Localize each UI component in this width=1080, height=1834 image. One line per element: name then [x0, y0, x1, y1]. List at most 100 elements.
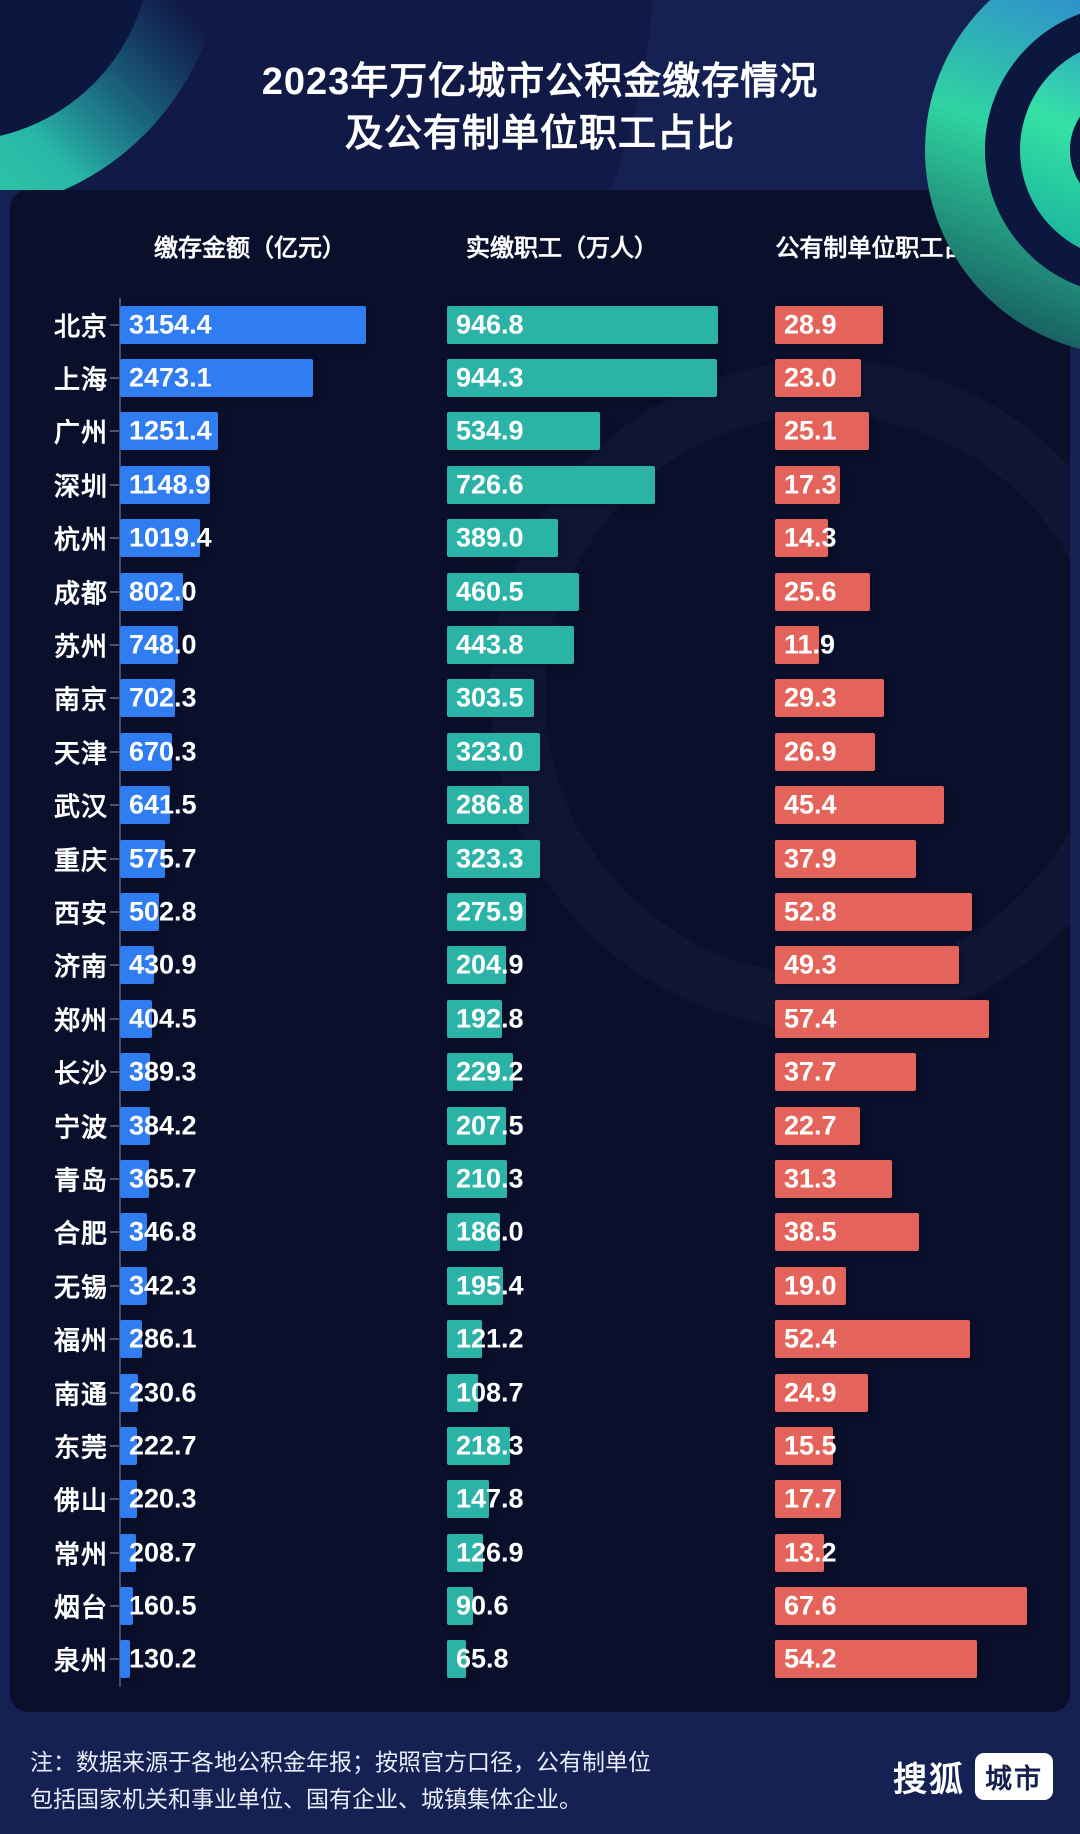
city-label: 郑州 [53, 1005, 108, 1036]
share-bar: 19.0 [775, 1266, 846, 1305]
deposit-value: 575.7 [129, 843, 197, 874]
axis-tick [110, 1498, 119, 1501]
share-bar: 67.6 [775, 1587, 1027, 1626]
share-value: 52.4 [784, 1323, 837, 1354]
employees-value: 121.2 [456, 1323, 524, 1354]
table-row: 东莞 222.7 218.3 15.5 [10, 1419, 1070, 1472]
share-value: 31.3 [784, 1163, 837, 1194]
employees-value: 323.3 [456, 843, 524, 874]
axis-tick [110, 1017, 119, 1020]
deposit-bar: 670.3 [120, 732, 197, 771]
axis-tick [110, 964, 119, 967]
employees-bar: 286.8 [447, 786, 530, 825]
table-row: 南京 702.3 303.5 29.3 [10, 672, 1070, 725]
city-label: 常州 [53, 1539, 108, 1570]
table-row: 福州 286.1 121.2 52.4 [10, 1312, 1070, 1365]
share-value: 15.5 [784, 1430, 837, 1461]
deposit-value: 222.7 [129, 1430, 197, 1461]
table-row: 上海 2473.1 944.3 23.0 [10, 351, 1070, 404]
deposit-bar: 220.3 [120, 1480, 197, 1519]
deposit-bar: 384.2 [120, 1106, 197, 1145]
city-label: 宁波 [53, 1112, 108, 1143]
share-bar: 57.4 [775, 999, 989, 1038]
share-bar: 28.9 [775, 305, 883, 344]
employees-bar: 121.2 [447, 1320, 524, 1359]
axis-tick [110, 483, 119, 486]
share-bar: 13.2 [775, 1533, 837, 1572]
city-label: 福州 [53, 1325, 108, 1356]
table-row: 宁波 384.2 207.5 22.7 [10, 1099, 1070, 1152]
table-row: 青岛 365.7 210.3 31.3 [10, 1152, 1070, 1205]
axis-tick [110, 323, 119, 326]
table-row: 成都 802.0 460.5 25.6 [10, 565, 1070, 618]
sohu-city-badge: 城市 [975, 1753, 1053, 1800]
employees-bar: 192.8 [447, 999, 524, 1038]
share-bar: 17.3 [775, 465, 840, 504]
share-value: 29.3 [784, 682, 837, 713]
axis-tick [110, 1124, 119, 1127]
sohu-brand-text: 搜狐 [893, 1761, 965, 1799]
page-title-line2: 及公有制单位职工占比 [344, 113, 735, 156]
share-bar: 38.5 [775, 1213, 919, 1252]
deposit-bar: 286.1 [120, 1320, 197, 1359]
deposit-bar: 365.7 [120, 1159, 197, 1198]
city-label: 南通 [53, 1379, 108, 1409]
city-label: 合肥 [53, 1218, 108, 1249]
city-label: 无锡 [53, 1272, 108, 1303]
deposit-bar: 702.3 [120, 679, 197, 718]
deposit-value: 389.3 [129, 1056, 197, 1087]
axis-tick [110, 910, 119, 913]
table-row: 北京 3154.4 946.8 28.9 [10, 298, 1070, 351]
employees-value: 946.8 [456, 309, 524, 340]
axis-tick [110, 1605, 119, 1608]
share-bar: 52.8 [775, 892, 972, 931]
deposit-bar: 430.9 [120, 946, 197, 985]
table-row: 武汉 641.5 286.8 45.4 [10, 779, 1070, 832]
axis-tick [110, 857, 119, 860]
table-row: 重庆 575.7 323.3 37.9 [10, 832, 1070, 885]
city-label: 西安 [53, 898, 108, 929]
deposit-bar: 748.0 [120, 626, 197, 665]
share-value: 17.7 [784, 1483, 837, 1514]
city-label: 北京 [53, 311, 108, 342]
deposit-value: 641.5 [129, 789, 197, 820]
employees-value: 186.0 [456, 1216, 524, 1247]
employees-bar: 323.0 [447, 732, 540, 771]
deposit-bar: 208.7 [120, 1533, 197, 1572]
employees-value: 195.4 [456, 1270, 524, 1301]
share-bar: 31.3 [775, 1159, 892, 1198]
deposit-value: 1148.9 [129, 469, 211, 500]
deposit-value: 430.9 [129, 949, 197, 980]
axis-tick [110, 1551, 119, 1554]
deposit-value: 702.3 [129, 682, 197, 713]
employees-value: 443.8 [456, 629, 524, 660]
employees-bar: 323.3 [447, 839, 540, 878]
employees-value: 286.8 [456, 789, 524, 820]
city-label: 深圳 [53, 471, 108, 502]
employees-bar: 303.5 [447, 679, 534, 718]
city-label: 泉州 [53, 1645, 108, 1676]
share-value: 23.0 [784, 362, 837, 393]
axis-line [119, 298, 121, 1687]
axis-tick [110, 750, 119, 753]
share-bar: 54.2 [775, 1640, 977, 1679]
table-row: 烟台 160.5 90.6 67.6 [10, 1579, 1070, 1632]
axis-tick [110, 697, 119, 700]
share-bar: 25.6 [775, 572, 871, 611]
deposit-value: 802.0 [129, 576, 197, 607]
employees-bar: 207.5 [447, 1106, 524, 1145]
deposit-value: 502.8 [129, 896, 197, 927]
axis-tick [110, 377, 119, 380]
employees-value: 726.6 [456, 469, 524, 500]
share-bar: 37.9 [775, 839, 917, 878]
deposit-bar: 575.7 [120, 839, 197, 878]
share-value: 49.3 [784, 949, 837, 980]
employees-bar: 946.8 [447, 305, 718, 344]
axis-tick [110, 430, 119, 433]
page-title: 2023年万亿城市公积金缴存情况 及公有制单位职工占比 [0, 56, 1080, 161]
deposit-bar: 346.8 [120, 1213, 197, 1252]
employees-value: 65.8 [456, 1643, 509, 1674]
table-row: 南通 230.6 108.7 24.9 [10, 1366, 1070, 1419]
employees-value: 147.8 [456, 1483, 524, 1514]
city-label: 武汉 [53, 791, 108, 822]
